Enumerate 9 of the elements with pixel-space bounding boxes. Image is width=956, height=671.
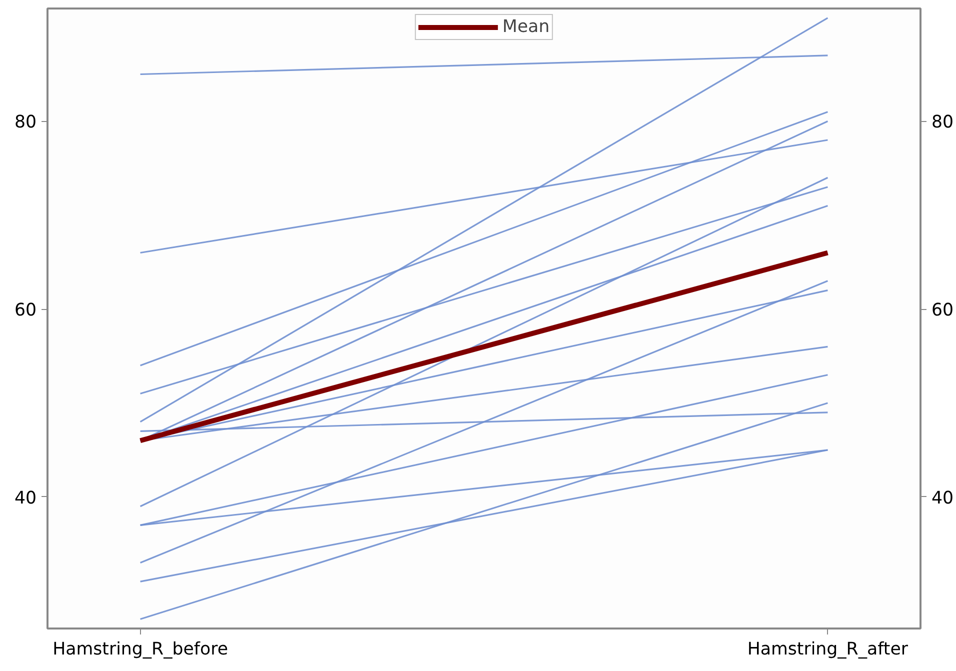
y2-tick-label: 40 [932, 488, 954, 508]
y-tick-label: 80 [14, 112, 37, 133]
x-tick-label: Hamstring_R_before [52, 640, 228, 660]
y2-tick-label: 80 [932, 112, 954, 133]
y-tick-label: 60 [14, 300, 37, 321]
y2-tick-label: 60 [932, 300, 954, 321]
x-tick-label: Hamstring_R_after [747, 640, 909, 660]
legend-label: Mean [502, 17, 550, 37]
y-tick-label: 40 [14, 488, 37, 508]
